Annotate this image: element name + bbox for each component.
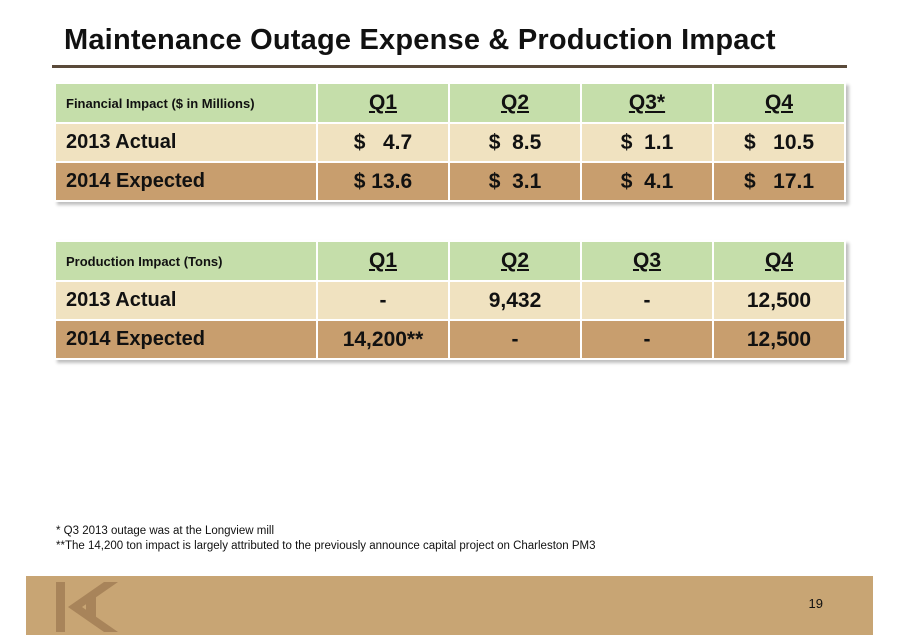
table-cell: - [580,280,714,321]
table-row: 2014 Expected 14,200** - - 12,500 [54,319,846,360]
table-cell: $ 8.5 [448,122,582,163]
footnote: * Q3 2013 outage was at the Longview mil… [56,525,274,537]
footer-bar: 19 [26,576,873,635]
company-logo-icon [56,582,118,632]
table-cell: $ 4.7 [316,122,450,163]
column-header-q3: Q3* [580,82,714,124]
production-impact-table: Production Impact (Tons) Q1 Q2 Q3 Q4 201… [54,240,846,360]
table-row: 2013 Actual $ 4.7 $ 8.5 $ 1.1 $ 10.5 [54,122,846,163]
table-cell: $ 17.1 [712,161,846,202]
row-label: 2014 Expected [54,161,318,202]
table-header-row: Production Impact (Tons) Q1 Q2 Q3 Q4 [54,240,846,282]
financial-impact-table: Financial Impact ($ in Millions) Q1 Q2 Q… [54,82,846,202]
column-header-q1: Q1 [316,82,450,124]
row-label: 2013 Actual [54,280,318,321]
column-header-q3: Q3 [580,240,714,282]
table-cell: 9,432 [448,280,582,321]
table-header-label: Production Impact (Tons) [54,240,318,282]
row-label: 2014 Expected [54,319,318,360]
table-cell: $ 4.1 [580,161,714,202]
column-header-q1: Q1 [316,240,450,282]
column-header-q2: Q2 [448,240,582,282]
table-cell: $ 3.1 [448,161,582,202]
footnote: **The 14,200 ton impact is largely attri… [56,540,596,552]
table-cell: - [316,280,450,321]
footnotes: * Q3 2013 outage was at the Longview mil… [56,524,596,554]
table-header-row: Financial Impact ($ in Millions) Q1 Q2 Q… [54,82,846,124]
table-header-label: Financial Impact ($ in Millions) [54,82,318,124]
table-cell: $ 13.6 [316,161,450,202]
table-cell: 12,500 [712,319,846,360]
page-title: Maintenance Outage Expense & Production … [64,24,776,56]
row-label: 2013 Actual [54,122,318,163]
table-cell: 12,500 [712,280,846,321]
table-cell: 14,200** [316,319,450,360]
column-header-q4: Q4 [712,82,846,124]
table-cell: $ 10.5 [712,122,846,163]
table-row: 2013 Actual - 9,432 - 12,500 [54,280,846,321]
title-divider [52,65,847,68]
table-cell: - [448,319,582,360]
column-header-q4: Q4 [712,240,846,282]
table-cell: $ 1.1 [580,122,714,163]
table-cell: - [580,319,714,360]
page-number: 19 [808,596,823,611]
column-header-q2: Q2 [448,82,582,124]
table-row: 2014 Expected $ 13.6 $ 3.1 $ 4.1 $ 17.1 [54,161,846,202]
